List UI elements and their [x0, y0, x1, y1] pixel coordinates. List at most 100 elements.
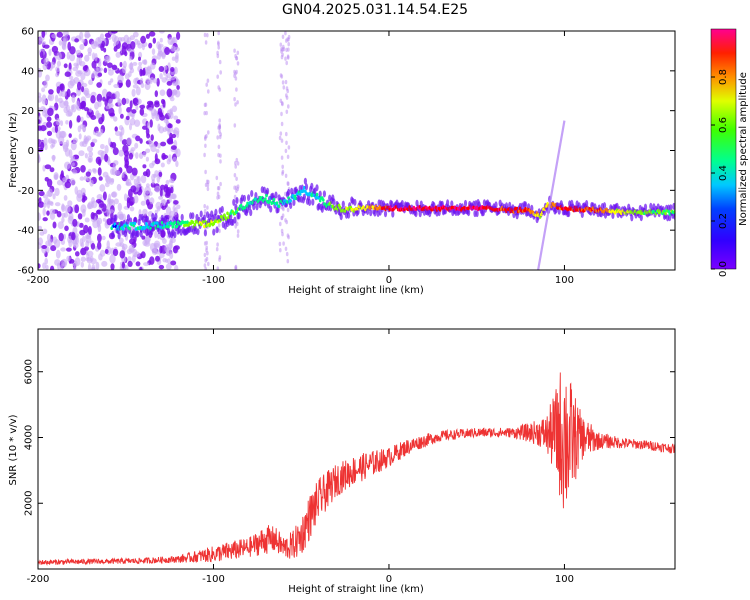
noise-speckle: [88, 79, 94, 86]
noise-speckle: [97, 233, 102, 243]
ridge-point: [175, 224, 179, 229]
noise-speckle: [130, 41, 136, 50]
noise-speckle: [108, 137, 111, 146]
noise-speckle: [126, 137, 133, 146]
ridge-halo: [347, 211, 351, 219]
noise-speckle: [125, 181, 132, 187]
streak-speckle: [282, 206, 285, 212]
noise-speckle: [46, 178, 53, 188]
noise-speckle: [38, 212, 41, 222]
streak-speckle: [233, 173, 237, 178]
noise-speckle: [129, 123, 132, 131]
streak-speckle: [233, 123, 237, 128]
noise-speckle: [55, 66, 60, 73]
streak-speckle: [281, 164, 285, 169]
noise-speckle: [151, 248, 156, 253]
ridge-halo: [315, 184, 319, 192]
streak-speckle: [284, 246, 288, 251]
ridge-halo: [274, 191, 278, 199]
ridge-halo: [150, 228, 154, 236]
noise-speckle: [97, 149, 105, 156]
ridge-halo: [247, 194, 251, 202]
noise-speckle: [64, 181, 72, 189]
noise-speckle: [133, 77, 139, 85]
noise-speckle: [39, 231, 45, 236]
noise-speckle: [135, 152, 139, 159]
streak-speckle: [284, 218, 287, 223]
noise-speckle: [91, 200, 98, 209]
streak-speckle: [285, 140, 288, 145]
ridge-halo: [202, 214, 206, 222]
y-tick-label: -20: [18, 186, 34, 197]
noise-speckle: [97, 167, 102, 176]
ridge-halo: [203, 229, 207, 237]
noise-speckle: [72, 169, 78, 175]
noise-speckle: [113, 83, 120, 89]
noise-speckle: [76, 115, 81, 123]
noise-speckle: [167, 123, 173, 129]
ridge-halo: [467, 209, 471, 217]
noise-speckle: [102, 191, 107, 201]
noise-speckle: [82, 65, 88, 72]
chart-title: GN04.2025.031.14.54.E25: [281, 2, 469, 18]
streak-speckle: [205, 179, 209, 184]
streak-speckle: [280, 46, 283, 52]
noise-speckle: [71, 232, 76, 241]
noise-speckle: [61, 217, 65, 223]
streak-speckle: [281, 52, 284, 57]
ridge-point: [275, 201, 279, 205]
ridge-point: [315, 192, 319, 197]
ridge-halo: [530, 204, 534, 212]
ridge-halo: [250, 190, 254, 197]
noise-speckle: [121, 139, 128, 146]
noise-speckle: [38, 190, 45, 197]
ridge-point: [239, 203, 243, 208]
noise-speckle: [52, 193, 56, 200]
y-tick-label: 2000: [24, 491, 35, 516]
noise-speckle: [112, 162, 116, 169]
streak-speckle: [285, 47, 288, 53]
x-tick-label: -100: [202, 574, 225, 585]
ridge-point: [171, 225, 175, 229]
noise-speckle: [106, 240, 110, 250]
noise-speckle: [128, 152, 134, 160]
ridge-halo: [450, 200, 454, 208]
noise-speckle: [46, 116, 52, 122]
streak-speckle: [285, 109, 289, 115]
ridge-point: [193, 222, 197, 227]
noise-speckle: [135, 261, 141, 267]
ridge-halo: [494, 201, 498, 209]
spectrogram-marks: [38, 31, 675, 270]
noise-speckle: [139, 107, 145, 116]
noise-speckle: [106, 209, 111, 218]
noise-speckle: [135, 135, 141, 142]
streak-speckle: [203, 32, 207, 38]
noise-speckle: [159, 245, 163, 254]
ridge-halo: [463, 199, 468, 207]
noise-speckle: [154, 158, 161, 165]
noise-speckle: [45, 264, 49, 270]
ridge-point: [314, 195, 318, 200]
streak-speckle: [216, 135, 219, 140]
ridge-halo: [308, 199, 312, 206]
streak-speckle: [203, 263, 207, 268]
ridge-point: [272, 197, 276, 202]
ridge-halo: [639, 214, 643, 222]
noise-speckle: [38, 225, 43, 231]
streak-speckle: [219, 181, 222, 187]
streak-speckle: [278, 241, 282, 247]
ridge-point: [298, 192, 302, 196]
streak-speckle: [279, 221, 282, 227]
streak-speckle: [206, 205, 209, 210]
noise-speckle: [54, 125, 59, 133]
spectrogram-x-label: Height of straight line (km): [288, 285, 424, 296]
ridge-halo: [254, 192, 258, 199]
noise-speckle: [71, 94, 76, 103]
noise-speckle: [109, 254, 116, 264]
noise-speckle: [128, 244, 135, 252]
noise-speckle: [132, 61, 138, 66]
noise-speckle: [77, 213, 83, 220]
streak-speckle: [216, 195, 219, 200]
noise-speckle: [120, 113, 124, 119]
noise-speckle: [171, 193, 177, 200]
